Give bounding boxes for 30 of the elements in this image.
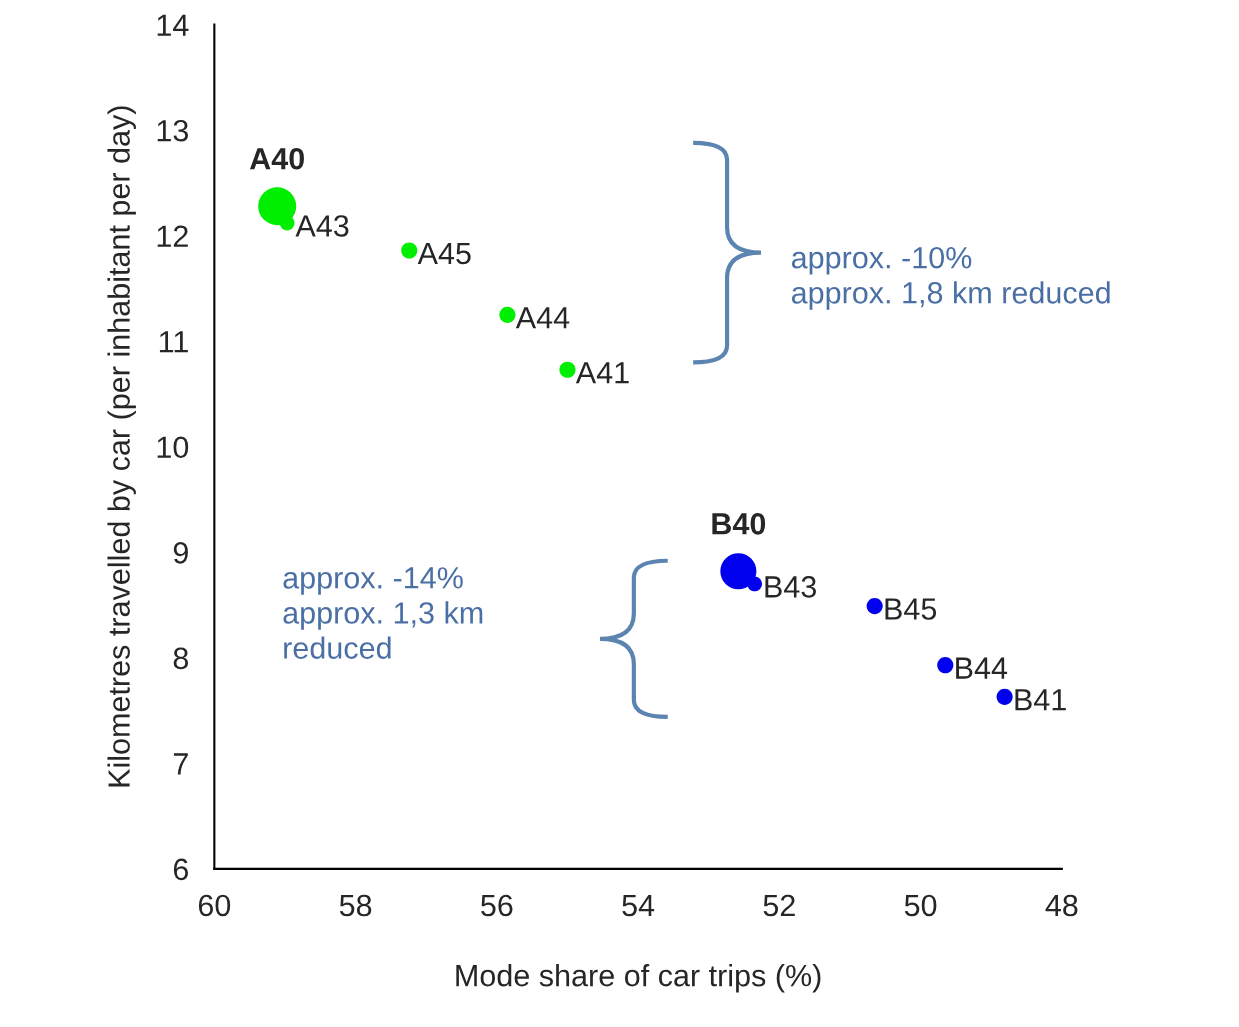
data-label: A45: [417, 242, 471, 265]
y-tick-label: 6: [173, 858, 189, 881]
x-tick-label: 56: [481, 894, 513, 917]
data-label: A41: [575, 362, 629, 384]
annotation: approx. -10% approx. 1,8 km reduced: [791, 246, 1110, 310]
y-tick-label: 10: [157, 436, 189, 459]
data-label: B40: [712, 513, 766, 535]
x-tick-label: 50: [904, 894, 937, 917]
data-label: B41: [1015, 689, 1066, 711]
y-tick-label: 14: [157, 14, 189, 36]
x-axis-title: Mode share of car trips (%): [456, 963, 821, 993]
x-tick-label: 60: [198, 894, 231, 917]
y-tick-label: 13: [157, 119, 189, 142]
y-tick-label: 12: [157, 225, 188, 247]
x-tick-label: 48: [1045, 894, 1078, 917]
y-tick-label: 8: [173, 647, 189, 670]
x-tick-label: 54: [622, 894, 655, 917]
data-label: B43: [765, 576, 816, 598]
annotation: approx. -14% approx. 1,3 km reduced: [283, 567, 483, 659]
x-tick-label: 58: [339, 894, 372, 917]
data-label: B44: [956, 657, 1008, 679]
data-label: A43: [295, 215, 349, 237]
y-tick-label: 9: [173, 542, 188, 564]
data-label: A44: [515, 307, 570, 329]
data-label: A40: [249, 147, 304, 170]
x-tick-label: 52: [763, 894, 795, 917]
y-tick-label: 7: [173, 753, 188, 775]
y-tick-label: 11: [159, 331, 188, 353]
y-axis-title: Kilometres travelled by car (per inhabitant per day): [107, 106, 136, 787]
data-label: B45: [885, 598, 937, 620]
